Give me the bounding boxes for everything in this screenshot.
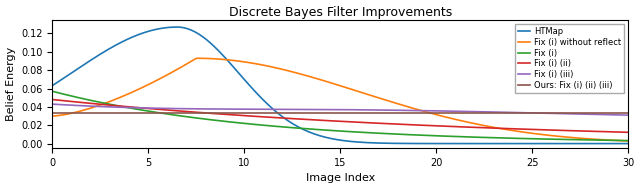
- Fix (i) (iii): [625, 114, 632, 116]
- Fix (i): [534, 138, 541, 140]
- Fix (i): [401, 133, 409, 136]
- Fix (i) without reflect: [51, 115, 58, 117]
- Fix (i) (ii): [392, 123, 399, 125]
- Fix (i): [392, 133, 399, 135]
- Fix (i): [390, 133, 397, 135]
- Fix (i) (iii): [570, 113, 578, 115]
- Ours: Fix (i) (ii) (iii): (17.8, 0.033): Fix (i) (ii) (iii): (17.8, 0.033): [390, 112, 397, 114]
- Line: Fix (i): Fix (i): [52, 91, 628, 141]
- Fix (i) without reflect: [625, 140, 632, 142]
- Line: Fix (i) (ii): Fix (i) (ii): [52, 100, 628, 132]
- HTMap: [403, 142, 411, 145]
- Y-axis label: Belief Energy: Belief Energy: [6, 47, 15, 121]
- Ours: Fix (i) (ii) (iii): (25.3, 0.033): Fix (i) (ii) (iii): (25.3, 0.033): [534, 112, 541, 114]
- HTMap: [392, 142, 399, 145]
- HTMap: [173, 26, 181, 28]
- Fix (i) (ii): [625, 131, 632, 133]
- X-axis label: Image Index: Image Index: [306, 174, 375, 184]
- Fix (i) without reflect: [403, 105, 411, 108]
- Ours: Fix (i) (ii) (iii): (18.4, 0.033): Fix (i) (ii) (iii): (18.4, 0.033): [401, 112, 409, 114]
- Legend: HTMap, Fix (i) without reflect, Fix (i), Fix (i) (ii), Fix (i) (iii), Ours: Fix : HTMap, Fix (i) without reflect, Fix (i),…: [515, 24, 624, 93]
- Ours: Fix (i) (ii) (iii): (27.2, 0.033): Fix (i) (ii) (iii): (27.2, 0.033): [570, 112, 578, 114]
- Fix (i) (iii): [51, 103, 58, 105]
- Fix (i) (ii): [49, 98, 56, 101]
- HTMap: [625, 143, 632, 145]
- Fix (i) without reflect: [392, 102, 399, 104]
- Fix (i) without reflect: [193, 57, 201, 59]
- Fix (i): [570, 139, 578, 141]
- Ours: Fix (i) (ii) (iii): (30, 0.033): Fix (i) (ii) (iii): (30, 0.033): [625, 112, 632, 114]
- Fix (i) (iii): [534, 112, 541, 114]
- Ours: Fix (i) (ii) (iii): (0, 0.033): Fix (i) (ii) (iii): (0, 0.033): [49, 112, 56, 114]
- Line: Fix (i) (iii): Fix (i) (iii): [52, 104, 628, 115]
- Fix (i): [625, 139, 632, 142]
- Fix (i): [51, 91, 58, 93]
- Fix (i) (ii): [390, 123, 397, 125]
- Title: Discrete Bayes Filter Improvements: Discrete Bayes Filter Improvements: [228, 5, 452, 19]
- Fix (i) (ii): [51, 99, 58, 101]
- Fix (i) (iii): [392, 109, 399, 111]
- Fix (i) (ii): [401, 123, 409, 126]
- Fix (i) (iii): [49, 103, 56, 105]
- HTMap: [536, 143, 543, 145]
- Ours: Fix (i) (ii) (iii): (0.1, 0.033): Fix (i) (ii) (iii): (0.1, 0.033): [51, 112, 58, 114]
- HTMap: [572, 143, 580, 145]
- Line: HTMap: HTMap: [52, 27, 628, 144]
- HTMap: [394, 142, 401, 145]
- HTMap: [51, 83, 58, 85]
- Fix (i): [49, 90, 56, 92]
- Fix (i) (iii): [401, 109, 409, 112]
- Fix (i) without reflect: [536, 133, 543, 135]
- Fix (i) without reflect: [49, 115, 56, 117]
- Fix (i) (ii): [570, 130, 578, 132]
- Fix (i) (ii): [534, 129, 541, 131]
- HTMap: [49, 84, 56, 87]
- Fix (i) without reflect: [572, 137, 580, 139]
- Line: Fix (i) without reflect: Fix (i) without reflect: [52, 58, 628, 141]
- Fix (i) without reflect: [394, 102, 401, 105]
- Ours: Fix (i) (ii) (iii): (17.9, 0.033): Fix (i) (ii) (iii): (17.9, 0.033): [392, 112, 399, 114]
- Fix (i) (iii): [390, 109, 397, 111]
